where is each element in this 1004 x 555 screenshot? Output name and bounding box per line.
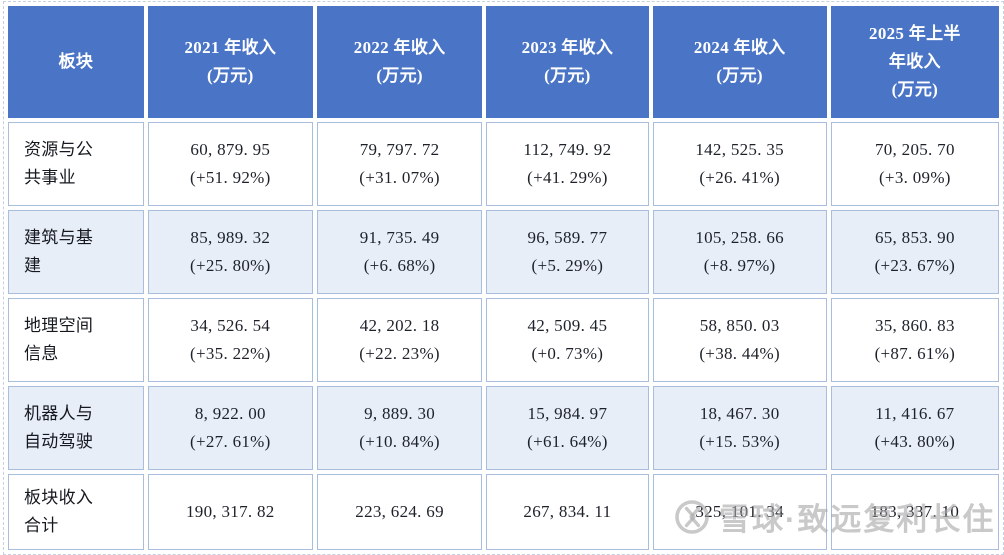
cell-2022: 42, 202. 18 (+22. 23%): [316, 298, 483, 382]
header-2024-revenue: 2024 年收入 (万元): [652, 6, 827, 118]
table-row-resources-utilities: 资源与公 共事业 60, 879. 95 (+51. 92%) 79, 797. …: [8, 122, 999, 206]
growth-value: (+6. 68%): [363, 256, 436, 275]
revenue-value: 58, 850. 03: [699, 315, 780, 335]
header-2023-revenue: 2023 年收入 (万元): [486, 6, 649, 118]
header-2021-revenue: 2021 年收入 (万元): [147, 6, 313, 118]
growth-value: (+5. 29%): [531, 256, 604, 275]
growth-value: (+27. 61%): [190, 432, 271, 451]
cell-2022: 79, 797. 72 (+31. 07%): [316, 122, 483, 206]
cell-2023: 267, 834. 11: [486, 474, 649, 550]
growth-value: (+23. 67%): [874, 256, 956, 275]
growth-value: (+3. 09%): [878, 168, 951, 187]
cell-2021: 8, 922. 00 (+27. 61%): [147, 386, 313, 470]
cell-2022: 9, 889. 30 (+10. 84%): [316, 386, 483, 470]
revenue-value: 65, 853. 90: [874, 227, 955, 247]
revenue-value: 15, 984. 97: [527, 403, 608, 423]
growth-value: (+35. 22%): [190, 344, 271, 363]
table-row-robotics-autonomous-driving: 机器人与 自动驾驶 8, 922. 00 (+27. 61%) 9, 889. 3…: [8, 386, 999, 470]
revenue-value: 79, 797. 72: [359, 139, 440, 159]
growth-value: (+26. 41%): [699, 168, 780, 187]
growth-value: (+38. 44%): [699, 344, 780, 363]
revenue-value: 18, 467. 30: [699, 403, 780, 423]
cell-2023: 15, 984. 97 (+61. 64%): [486, 386, 649, 470]
cell-2023: 112, 749. 92 (+41. 29%): [486, 122, 649, 206]
revenue-value: 11, 416. 67: [875, 403, 955, 423]
revenue-value: 325, 101. 34: [695, 501, 784, 521]
growth-value: (+43. 80%): [874, 432, 956, 451]
table-row-segment-total: 板块收入 合计 190, 317. 82 223, 624. 69 267, 8…: [8, 474, 999, 550]
cell-2022: 223, 624. 69: [316, 474, 483, 550]
cell-2024: 325, 101. 34: [652, 474, 827, 550]
header-2022-revenue: 2022 年收入 (万元): [316, 6, 483, 118]
cell-2024: 58, 850. 03 (+38. 44%): [652, 298, 827, 382]
growth-value: (+15. 53%): [699, 432, 780, 451]
table-row-geospatial-information: 地理空间 信息 34, 526. 54 (+35. 22%) 42, 202. 1…: [8, 298, 999, 382]
row-label: 板块收入 合计: [8, 474, 144, 550]
revenue-value: 91, 735. 49: [359, 227, 440, 247]
cell-2021: 85, 989. 32 (+25. 80%): [147, 210, 313, 294]
revenue-value: 9, 889. 30: [364, 403, 436, 423]
header-2025h1-revenue: 2025 年上半 年收入 (万元): [830, 6, 999, 118]
revenue-value: 96, 589. 77: [527, 227, 608, 247]
cell-2023: 96, 589. 77 (+5. 29%): [486, 210, 649, 294]
cell-2025h1: 35, 860. 83 (+87. 61%): [830, 298, 999, 382]
cell-2023: 42, 509. 45 (+0. 73%): [486, 298, 649, 382]
revenue-value: 42, 202. 18: [359, 315, 440, 335]
cell-2021: 60, 879. 95 (+51. 92%): [147, 122, 313, 206]
table-header-row: 板块 2021 年收入 (万元) 2022 年收入 (万元) 2023 年收入 …: [8, 6, 999, 118]
revenue-value: 8, 922. 00: [194, 403, 266, 423]
cell-2021: 190, 317. 82: [147, 474, 313, 550]
cell-2024: 105, 258. 66 (+8. 97%): [652, 210, 827, 294]
growth-value: (+0. 73%): [531, 344, 604, 363]
growth-value: (+10. 84%): [359, 432, 440, 451]
revenue-value: 112, 749. 92: [523, 139, 612, 159]
row-label: 建筑与基 建: [8, 210, 144, 294]
row-label: 地理空间 信息: [8, 298, 144, 382]
revenue-value: 70, 205. 70: [874, 139, 955, 159]
cell-2024: 142, 525. 35 (+26. 41%): [652, 122, 827, 206]
cell-2024: 18, 467. 30 (+15. 53%): [652, 386, 827, 470]
growth-value: (+8. 97%): [703, 256, 776, 275]
cell-2025h1: 183, 337. 10: [830, 474, 999, 550]
growth-value: (+61. 64%): [527, 432, 608, 451]
revenue-value: 85, 989. 32: [190, 227, 271, 247]
table-row-construction-infrastructure: 建筑与基 建 85, 989. 32 (+25. 80%) 91, 735. 49…: [8, 210, 999, 294]
growth-value: (+87. 61%): [874, 344, 956, 363]
revenue-value: 142, 525. 35: [695, 139, 784, 159]
row-label: 资源与公 共事业: [8, 122, 144, 206]
growth-value: (+41. 29%): [527, 168, 608, 187]
growth-value: (+25. 80%): [190, 256, 271, 275]
row-label: 机器人与 自动驾驶: [8, 386, 144, 470]
cell-2021: 34, 526. 54 (+35. 22%): [147, 298, 313, 382]
cell-2025h1: 11, 416. 67 (+43. 80%): [830, 386, 999, 470]
cell-2025h1: 70, 205. 70 (+3. 09%): [830, 122, 999, 206]
revenue-value: 267, 834. 11: [523, 501, 612, 521]
revenue-value: 35, 860. 83: [874, 315, 955, 335]
growth-value: (+22. 23%): [359, 344, 440, 363]
growth-value: (+31. 07%): [359, 168, 440, 187]
cell-2022: 91, 735. 49 (+6. 68%): [316, 210, 483, 294]
cell-2025h1: 65, 853. 90 (+23. 67%): [830, 210, 999, 294]
growth-value: (+51. 92%): [190, 168, 271, 187]
revenue-value: 105, 258. 66: [695, 227, 784, 247]
segment-revenue-table: 板块 2021 年收入 (万元) 2022 年收入 (万元) 2023 年收入 …: [3, 1, 1004, 555]
header-segment: 板块: [8, 6, 144, 118]
revenue-value: 42, 509. 45: [527, 315, 608, 335]
revenue-value: 34, 526. 54: [190, 315, 271, 335]
revenue-value: 223, 624. 69: [355, 501, 444, 521]
revenue-value: 183, 337. 10: [870, 501, 960, 521]
revenue-value: 60, 879. 95: [190, 139, 271, 159]
revenue-value: 190, 317. 82: [186, 501, 275, 521]
